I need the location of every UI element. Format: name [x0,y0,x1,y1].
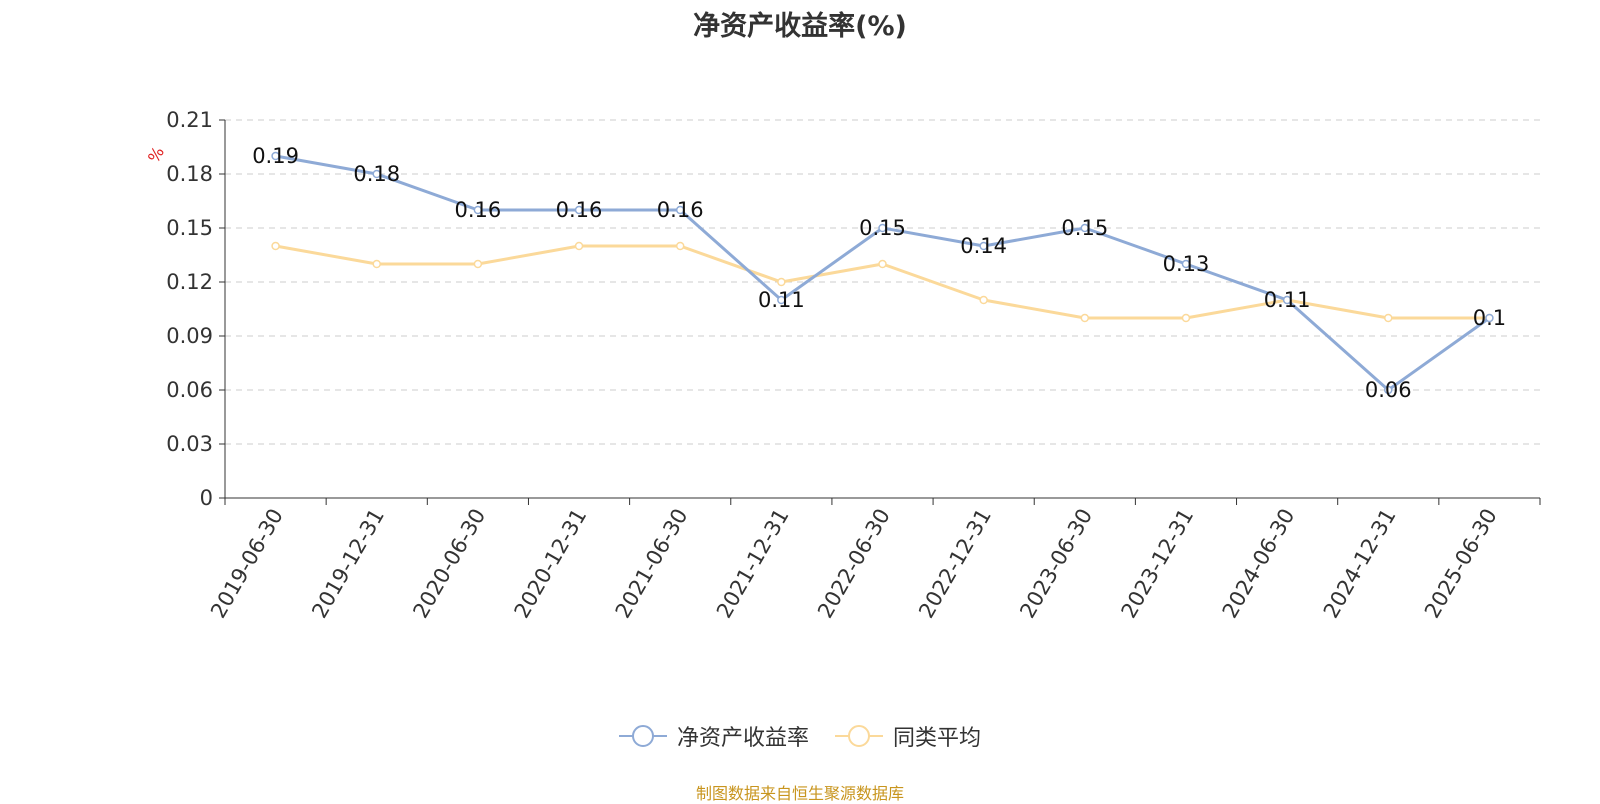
data-label-roe: 0.16 [657,198,704,222]
legend: 净资产收益率 同类平均 [0,720,1600,752]
data-label-roe: 0.11 [758,288,805,312]
x-tick-label: 2021-06-30 [611,505,693,623]
series-line-roe [275,154,1491,392]
data-point-peer-average [979,295,988,305]
data-point-roe [1384,385,1393,395]
data-point-roe [979,241,988,251]
x-tick-label: 2025-06-30 [1420,505,1502,623]
data-point-peer-average [1080,313,1090,323]
x-tick-label: 2024-12-31 [1319,505,1401,623]
data-point-peer-average [574,241,584,251]
y-tick-label: 0.15 [166,216,213,240]
data-point-roe [878,223,887,233]
data-point-roe [1485,313,1494,323]
data-point-roe [473,205,483,215]
x-tick-label: 2024-06-30 [1218,505,1300,623]
data-label-roe: 0.16 [455,198,502,222]
x-tick-label: 2023-12-31 [1116,505,1198,623]
data-label-roe: 0.19 [252,144,299,168]
y-tick-label: 0 [200,486,213,510]
data-label-roe: 0.14 [960,234,1007,258]
chart-title: 净资产收益率(%) [693,11,907,42]
data-point-peer-average [271,241,280,251]
x-tick-label: 2022-12-31 [914,505,996,623]
data-point-roe [271,151,280,161]
data-point-peer-average [777,277,786,287]
legend-item-peer-average[interactable]: 同类平均 [835,720,981,752]
legend-label-peer-average: 同类平均 [893,726,982,751]
source-note: 制图数据来自恒生聚源数据库 [695,784,904,803]
y-tick-label: 0.12 [166,270,213,294]
y-tick-label: 0.03 [166,432,213,456]
data-point-roe [1282,295,1292,305]
y-tick-label: 0.21 [166,108,213,132]
legend-marker-peer-average-icon [835,724,883,748]
data-label-roe: 0.11 [1264,288,1311,312]
data-label-roe: 0.18 [353,162,400,186]
x-tick-label: 2022-06-30 [813,505,895,623]
data-label-roe: 0.16 [556,198,603,222]
x-tick-label: 2020-12-31 [510,505,592,623]
data-point-roe [1080,223,1090,233]
legend-item-roe[interactable]: 净资产收益率 [618,720,809,752]
data-label-roe: 0.13 [1163,252,1210,276]
x-tick-label: 2020-06-30 [408,505,490,623]
data-point-peer-average [372,259,381,269]
data-label-roe: 0.06 [1365,378,1412,402]
y-tick-label: 0.09 [166,324,213,348]
x-tick-label: 2019-12-31 [307,505,389,623]
legend-marker-roe-icon [618,724,667,748]
data-point-peer-average [1384,313,1393,323]
x-tick-label: 2023-06-30 [1015,505,1097,623]
x-tick-label: 2021-12-31 [712,505,794,623]
legend-label-roe: 净资产收益率 [676,726,809,751]
data-point-roe [675,205,685,215]
data-point-peer-average [675,241,685,251]
data-point-roe [372,169,381,179]
y-axis-unit-label: % [144,143,168,166]
data-label-roe: 0.1 [1473,306,1506,330]
data-point-peer-average [1181,313,1191,323]
data-point-peer-average [878,259,887,269]
data-point-peer-average [473,259,483,269]
x-tick-label: 2019-06-30 [206,505,288,623]
data-point-roe [1181,259,1191,269]
data-label-roe: 0.15 [1061,216,1108,240]
data-point-roe [777,295,786,305]
data-point-roe [574,205,584,215]
data-label-roe: 0.15 [859,216,906,240]
y-tick-label: 0.18 [166,162,213,186]
y-tick-label: 0.06 [166,378,213,402]
